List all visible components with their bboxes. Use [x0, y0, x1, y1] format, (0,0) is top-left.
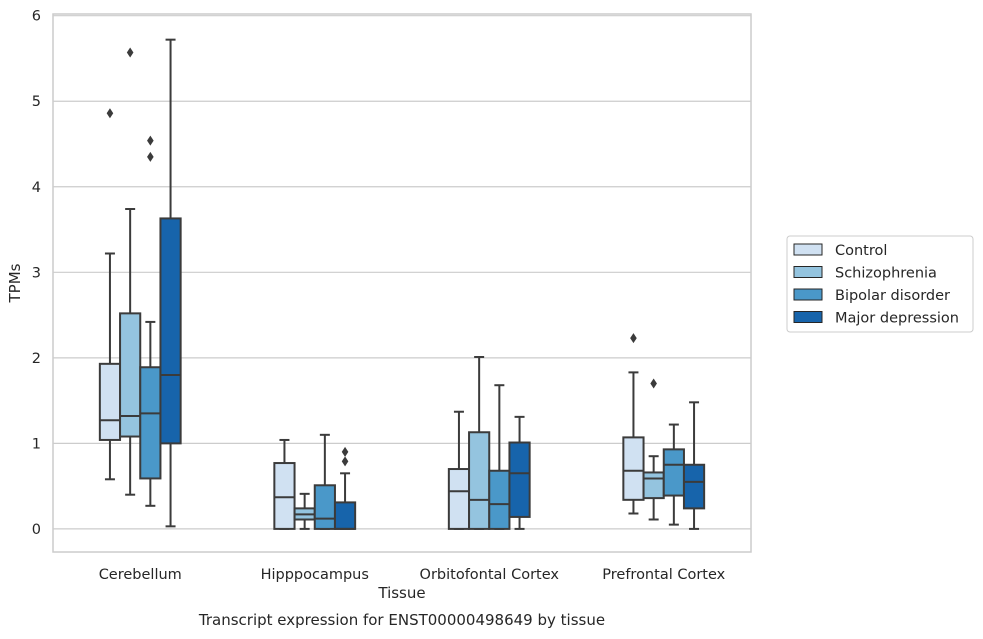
chart-title: Transcript expression for ENST0000049864…	[198, 611, 605, 629]
outlier-point	[630, 333, 637, 344]
box-group	[159, 38, 182, 528]
y-tick-label: 3	[32, 265, 41, 281]
outlier-point	[650, 378, 657, 389]
x-axis-label: Tissue	[377, 584, 425, 602]
legend-swatch	[793, 243, 823, 256]
legend-entry-label: Major depression	[835, 311, 959, 327]
y-axis-label: TPMs	[6, 263, 24, 303]
y-tick-label: 0	[32, 522, 41, 538]
box	[273, 462, 296, 530]
outlier-point	[147, 135, 154, 146]
box	[313, 484, 336, 530]
outlier-point	[147, 151, 154, 162]
legend-entry-label: Bipolar disorder	[835, 288, 950, 304]
y-tick-label: 1	[32, 436, 41, 452]
box-group	[682, 401, 706, 530]
box	[488, 469, 511, 530]
box-group	[488, 384, 511, 530]
outlier-point	[126, 47, 134, 58]
box	[682, 463, 706, 510]
x-tick-label: Orbitofontal Cortex	[420, 567, 560, 583]
box	[139, 366, 162, 480]
x-tick-label: Prefrontal Cortex	[602, 567, 725, 583]
box	[622, 436, 645, 501]
box-group	[273, 438, 296, 530]
box	[159, 217, 182, 445]
y-tick-labels: 0 1 2 3 4 5 6	[32, 9, 41, 538]
box	[98, 362, 122, 441]
outlier-point	[341, 456, 349, 467]
y-tick-label: 6	[32, 9, 41, 25]
box-group	[662, 423, 685, 526]
y-tick-label: 4	[32, 180, 41, 196]
legend-swatch	[793, 311, 823, 323]
box	[468, 431, 491, 530]
box-group	[119, 47, 142, 496]
box	[119, 312, 142, 438]
box-group	[333, 446, 357, 530]
box	[662, 448, 685, 497]
x-tick-labels: Cerebellum Hipppocampus Orbitofontal Corte…	[99, 567, 726, 583]
outlier-point	[106, 108, 114, 119]
legend-frame	[786, 235, 974, 333]
box	[333, 501, 357, 530]
box	[508, 441, 531, 518]
box-group	[508, 415, 531, 530]
y-tick-label: 2	[32, 351, 41, 367]
box-layer	[98, 38, 706, 530]
x-tick-label: Hipppocampus	[261, 567, 369, 583]
y-tick-label: 5	[32, 94, 41, 110]
legend-entry-label: Control	[835, 243, 887, 259]
legend-entry-label: Schizophrenia	[835, 266, 937, 282]
legend: Control Schizophrenia Bipolar disorder Majo…	[786, 235, 974, 333]
legend-swatch	[793, 266, 823, 278]
x-tick-label: Cerebellum	[99, 567, 182, 583]
legend-swatch	[793, 288, 823, 301]
outlier-point	[341, 446, 349, 457]
box	[447, 468, 471, 530]
box	[642, 471, 665, 500]
box-group	[622, 333, 645, 515]
box-group	[139, 135, 162, 507]
